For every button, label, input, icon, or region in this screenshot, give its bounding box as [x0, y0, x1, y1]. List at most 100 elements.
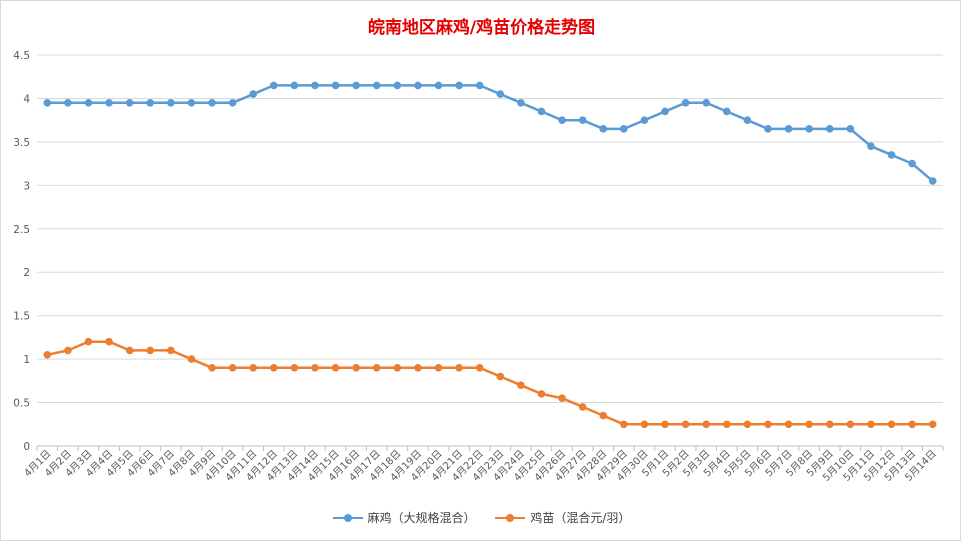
- data-point: [558, 394, 566, 403]
- data-point: [887, 420, 896, 429]
- data-point: [167, 98, 175, 107]
- data-point: [681, 420, 690, 429]
- data-point: [43, 98, 52, 107]
- gridlines: [37, 54, 943, 404]
- data-point: [908, 159, 916, 168]
- legend-label-series-2: 鸡苗（混合元/羽）: [530, 511, 631, 525]
- data-point: [475, 81, 484, 90]
- data-point: [434, 364, 443, 372]
- data-point: [105, 98, 113, 107]
- data-point: [722, 107, 731, 116]
- y-tick-label: 2.5: [13, 224, 30, 236]
- data-point: [146, 346, 155, 355]
- data-point: [599, 125, 608, 133]
- data-point: [578, 403, 587, 411]
- data-point: [475, 364, 484, 372]
- data-point: [764, 420, 772, 429]
- y-tick-label: 3: [23, 180, 30, 192]
- data-point: [743, 420, 752, 429]
- data-point: [331, 81, 340, 90]
- data-point: [393, 81, 402, 90]
- data-point: [867, 142, 875, 151]
- data-point: [290, 81, 299, 90]
- data-point: [702, 98, 711, 107]
- data-point: [578, 116, 587, 124]
- legend-item-series-2: 鸡苗（混合元/羽）: [495, 509, 630, 526]
- data-point: [496, 372, 505, 381]
- data-point: [249, 90, 258, 98]
- data-point: [167, 346, 175, 355]
- data-point: [290, 364, 299, 372]
- data-point: [125, 346, 134, 355]
- series: [43, 81, 937, 429]
- data-point: [908, 420, 916, 429]
- data-point: [846, 420, 855, 429]
- data-point: [681, 98, 690, 107]
- data-point: [805, 420, 813, 429]
- data-point: [517, 381, 525, 389]
- y-tick-label: 4.5: [13, 50, 30, 62]
- data-point: [455, 81, 463, 90]
- data-point: [352, 364, 360, 372]
- data-point: [784, 125, 793, 133]
- x-axis-ticks: 4月1日4月2日4月3日4月4日4月5日4月6日4月7日4月8日4月9日4月10…: [22, 448, 939, 484]
- data-point: [372, 81, 381, 90]
- data-point: [269, 81, 278, 90]
- data-point: [393, 364, 402, 372]
- data-point: [887, 151, 896, 159]
- data-point: [228, 98, 237, 107]
- data-point: [187, 98, 196, 107]
- legend-swatch-series-1: [332, 513, 363, 523]
- data-point: [599, 411, 608, 420]
- data-point: [434, 81, 443, 90]
- data-point: [722, 420, 731, 429]
- data-point: [702, 420, 711, 429]
- data-point: [146, 98, 155, 107]
- data-point: [784, 420, 793, 429]
- data-point: [825, 125, 834, 133]
- legend: 麻鸡（大规格混合） 鸡苗（混合元/羽）: [1, 509, 961, 526]
- legend-swatch-series-2: [495, 513, 526, 523]
- data-point: [125, 98, 134, 107]
- data-point: [331, 364, 340, 372]
- data-point: [517, 98, 525, 107]
- data-point: [640, 116, 649, 124]
- data-point: [249, 364, 258, 372]
- data-point: [661, 420, 669, 429]
- data-point: [84, 337, 93, 346]
- data-point: [208, 98, 216, 107]
- data-point: [928, 177, 937, 185]
- data-point: [620, 420, 628, 429]
- axes: [36, 445, 944, 451]
- y-tick-label: 1.5: [13, 311, 30, 323]
- data-point: [537, 390, 546, 398]
- data-point: [105, 337, 113, 346]
- y-tick-label: 4: [23, 93, 30, 105]
- y-tick-label: 1: [23, 354, 30, 366]
- data-point: [640, 420, 649, 429]
- y-tick-label: 0: [23, 441, 30, 453]
- data-point: [311, 81, 319, 90]
- data-point: [208, 364, 216, 372]
- data-point: [269, 364, 278, 372]
- data-point: [455, 364, 463, 372]
- data-point: [764, 125, 772, 133]
- data-point: [311, 364, 319, 372]
- y-tick-label: 2: [23, 267, 30, 279]
- data-point: [537, 107, 546, 116]
- data-point: [187, 355, 196, 363]
- data-point: [84, 98, 93, 107]
- data-point: [805, 125, 813, 133]
- data-point: [825, 420, 834, 429]
- legend-item-series-1: 麻鸡（大规格混合）: [332, 509, 476, 526]
- data-point: [414, 81, 422, 90]
- data-point: [43, 350, 52, 359]
- data-point: [620, 125, 628, 133]
- data-point: [661, 107, 669, 116]
- legend-label-series-1: 麻鸡（大规格混合）: [367, 511, 476, 525]
- data-point: [558, 116, 566, 124]
- data-point: [928, 420, 937, 429]
- series-line-1: [47, 84, 934, 182]
